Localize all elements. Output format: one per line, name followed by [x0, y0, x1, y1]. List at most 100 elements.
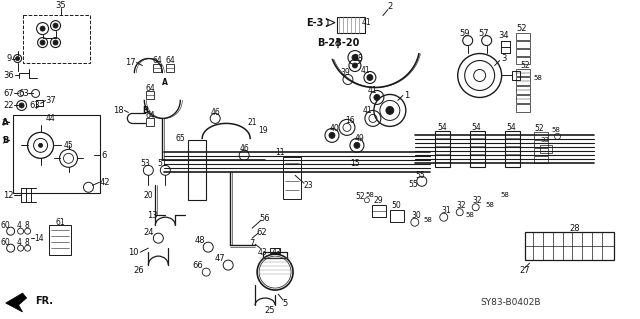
Text: 26: 26 — [133, 266, 144, 275]
Text: 37: 37 — [45, 96, 56, 105]
Circle shape — [352, 55, 358, 61]
Text: 40: 40 — [330, 124, 340, 133]
Text: 58: 58 — [485, 202, 494, 208]
Text: B-23-20: B-23-20 — [317, 38, 359, 48]
Text: A: A — [3, 118, 9, 127]
Text: 21: 21 — [248, 118, 257, 127]
Text: 63: 63 — [29, 101, 40, 110]
Circle shape — [386, 107, 394, 115]
Circle shape — [53, 23, 58, 28]
Text: 62: 62 — [257, 228, 268, 237]
Text: 4: 4 — [16, 221, 21, 230]
Bar — [511, 70, 520, 80]
Text: 56: 56 — [260, 214, 271, 223]
Text: SY83-B0402B: SY83-B0402B — [481, 298, 541, 307]
Text: 2: 2 — [387, 2, 392, 11]
Text: 59: 59 — [460, 29, 470, 38]
Bar — [540, 145, 552, 153]
Circle shape — [19, 103, 24, 108]
Text: 44: 44 — [45, 114, 56, 123]
Text: 58: 58 — [533, 76, 542, 81]
Text: 57: 57 — [478, 29, 489, 38]
Polygon shape — [6, 293, 27, 312]
Text: FR.: FR. — [36, 296, 54, 306]
Bar — [263, 252, 287, 258]
Text: 52: 52 — [355, 192, 365, 201]
Bar — [516, 56, 529, 63]
Text: 50: 50 — [391, 201, 401, 210]
Text: 16: 16 — [345, 116, 355, 125]
Text: 27: 27 — [519, 266, 530, 275]
Text: 30: 30 — [411, 211, 420, 220]
Circle shape — [40, 40, 45, 45]
Bar — [534, 156, 548, 163]
Text: 25: 25 — [265, 306, 275, 315]
Text: 20: 20 — [143, 191, 153, 200]
Bar — [435, 131, 450, 167]
Bar — [504, 131, 520, 167]
Bar — [516, 86, 529, 94]
Text: 13: 13 — [147, 211, 157, 220]
Text: 41: 41 — [363, 106, 372, 115]
Text: 54: 54 — [507, 123, 516, 132]
Text: 55: 55 — [408, 180, 418, 189]
Text: 51: 51 — [157, 159, 167, 168]
Text: 39: 39 — [340, 68, 350, 77]
Bar — [49, 225, 70, 255]
Bar — [516, 95, 529, 103]
Text: 33: 33 — [540, 137, 549, 143]
Text: 8: 8 — [24, 238, 29, 247]
Text: 54: 54 — [472, 123, 481, 132]
Text: 1: 1 — [404, 91, 410, 100]
Text: 8: 8 — [24, 221, 29, 230]
Bar — [534, 140, 548, 147]
Text: 17: 17 — [125, 58, 136, 67]
Text: 52: 52 — [535, 124, 545, 133]
Circle shape — [38, 143, 43, 147]
Text: 32: 32 — [473, 196, 483, 205]
Text: 67: 67 — [3, 89, 14, 98]
Text: B: B — [143, 106, 148, 115]
Text: 43: 43 — [271, 248, 281, 257]
Text: 11: 11 — [275, 148, 285, 157]
Text: 6: 6 — [102, 151, 107, 160]
Text: 3: 3 — [501, 54, 506, 63]
Text: 64: 64 — [145, 111, 156, 120]
Text: 45: 45 — [63, 141, 74, 150]
Text: 64: 64 — [152, 56, 162, 65]
Text: 41: 41 — [361, 66, 371, 75]
Text: 7: 7 — [250, 239, 255, 248]
Text: 61: 61 — [56, 218, 65, 227]
Text: 41: 41 — [362, 18, 372, 27]
Text: 58: 58 — [500, 192, 509, 198]
Text: 58: 58 — [365, 192, 374, 198]
Text: 48: 48 — [195, 236, 205, 245]
Text: 15: 15 — [350, 159, 360, 168]
Bar — [147, 92, 154, 100]
Bar — [516, 78, 529, 85]
Text: 64: 64 — [165, 56, 175, 65]
Circle shape — [329, 132, 335, 138]
Text: 46: 46 — [239, 144, 249, 153]
Bar — [534, 132, 548, 139]
Text: 35: 35 — [55, 1, 66, 10]
Text: 42: 42 — [99, 178, 109, 187]
Circle shape — [374, 94, 380, 100]
Bar — [188, 140, 206, 200]
Text: 14: 14 — [34, 234, 44, 243]
Bar — [166, 63, 174, 71]
Bar — [390, 210, 404, 222]
Text: 38: 38 — [353, 54, 363, 63]
Text: 58: 58 — [551, 127, 560, 133]
Text: 24: 24 — [143, 228, 154, 237]
Text: 18: 18 — [113, 106, 124, 115]
Text: 23: 23 — [303, 181, 313, 190]
Bar — [147, 118, 154, 126]
Bar — [525, 232, 614, 260]
Bar — [470, 131, 484, 167]
Circle shape — [53, 40, 58, 45]
Text: 60: 60 — [1, 221, 10, 230]
Text: 46: 46 — [211, 108, 220, 117]
Bar — [372, 205, 386, 217]
Bar — [516, 48, 529, 56]
